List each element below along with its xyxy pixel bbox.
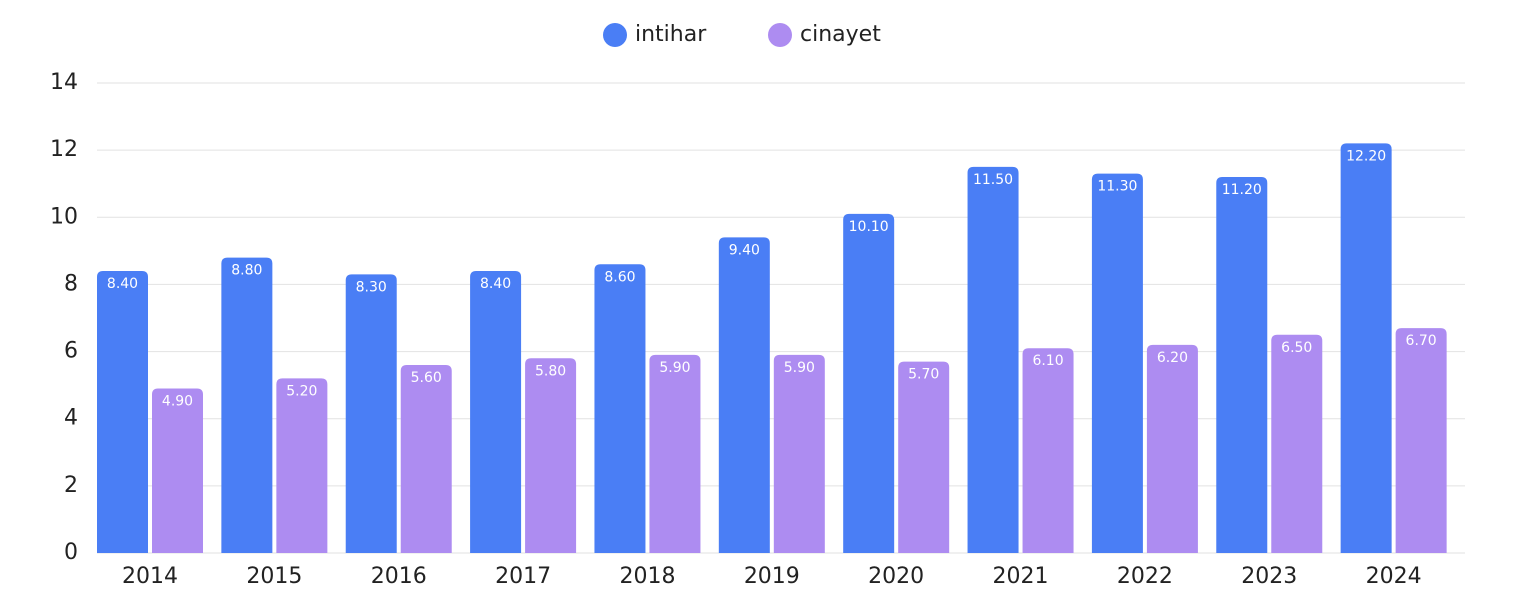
- y-tick-label: 4: [64, 406, 78, 431]
- legend-label: cinayet: [800, 22, 881, 47]
- bar: [1395, 328, 1447, 553]
- bar: [400, 365, 452, 553]
- x-tick-label: 2017: [495, 564, 551, 589]
- value-label: 6.10: [1032, 353, 1063, 369]
- value-label: 5.90: [659, 360, 690, 376]
- value-label: 8.40: [107, 276, 138, 292]
- bar: [1340, 143, 1392, 553]
- legend-marker: [768, 23, 792, 47]
- x-tick-label: 2020: [868, 564, 924, 589]
- bar: [1271, 334, 1323, 553]
- bar: [967, 166, 1019, 553]
- legend-label: intihar: [635, 22, 707, 47]
- x-tick-label: 2019: [744, 564, 800, 589]
- x-tick-label: 2023: [1241, 564, 1297, 589]
- bar: [718, 237, 770, 553]
- y-tick-label: 2: [64, 473, 78, 498]
- value-label: 11.20: [1222, 182, 1262, 198]
- x-tick-label: 2018: [619, 564, 675, 589]
- value-label: 6.50: [1281, 340, 1312, 356]
- value-label: 4.90: [162, 394, 193, 410]
- value-label: 5.80: [535, 363, 566, 379]
- bar: [1091, 173, 1143, 553]
- y-tick-label: 12: [50, 137, 78, 162]
- x-tick-label: 2016: [371, 564, 427, 589]
- value-label: 6.70: [1406, 333, 1437, 349]
- value-label: 8.60: [604, 269, 635, 285]
- x-tick-label: 2021: [993, 564, 1049, 589]
- value-label: 11.50: [973, 172, 1013, 188]
- y-tick-label: 0: [64, 540, 78, 565]
- value-label: 5.90: [784, 360, 815, 376]
- bar: [97, 271, 148, 553]
- value-label: 9.40: [729, 242, 760, 258]
- value-label: 8.30: [356, 279, 387, 295]
- value-label: 5.70: [908, 367, 939, 383]
- bar: [221, 257, 273, 553]
- value-label: 8.80: [231, 263, 262, 279]
- y-tick-label: 8: [64, 271, 78, 296]
- bar: [1216, 177, 1268, 553]
- value-label: 11.30: [1097, 179, 1137, 195]
- x-tick-label: 2022: [1117, 564, 1173, 589]
- bar: [898, 361, 950, 553]
- y-tick-label: 14: [50, 70, 78, 95]
- bar: [345, 274, 397, 553]
- bar: [276, 378, 328, 553]
- x-tick-label: 2014: [122, 564, 178, 589]
- legend-marker: [603, 23, 627, 47]
- bar: [594, 264, 646, 553]
- value-label: 5.20: [286, 383, 317, 399]
- x-tick-label: 2024: [1366, 564, 1422, 589]
- value-label: 5.60: [411, 370, 442, 386]
- y-tick-label: 10: [50, 204, 78, 229]
- bar: [525, 358, 577, 553]
- x-tick-label: 2015: [246, 564, 302, 589]
- value-label: 6.20: [1157, 350, 1188, 366]
- bar: [773, 354, 825, 553]
- value-label: 10.10: [849, 219, 889, 235]
- bar: [470, 271, 522, 553]
- bar: [1022, 348, 1074, 553]
- bar: [649, 354, 701, 553]
- bar: [152, 388, 203, 553]
- bar: [1146, 344, 1198, 553]
- value-label: 8.40: [480, 276, 511, 292]
- bar: [843, 213, 895, 553]
- value-label: 12.20: [1346, 148, 1386, 164]
- y-tick-label: 6: [64, 339, 78, 364]
